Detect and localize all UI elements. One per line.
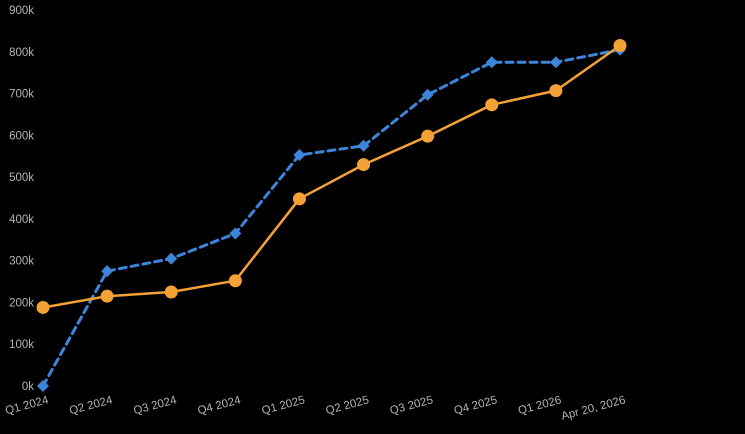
y-tick-label: 300k: [9, 256, 34, 268]
x-tick-label: Q2 2024: [68, 394, 114, 417]
data-point-series-2: [228, 274, 242, 288]
x-tick-label: Q4 2025: [453, 394, 499, 417]
x-tick-label: Q1 2024: [4, 394, 50, 417]
data-point-series-1: [421, 88, 434, 101]
x-tick-label: Apr 20, 2026: [560, 394, 627, 423]
y-tick-label: 200k: [9, 297, 34, 309]
data-point-series-1: [37, 380, 49, 392]
x-tick-label: Q2 2025: [325, 394, 371, 417]
data-point-series-2: [549, 84, 563, 98]
data-point-series-1: [357, 139, 370, 152]
y-tick-label: 100k: [9, 339, 34, 351]
data-point-series-2: [357, 158, 371, 172]
data-point-series-1: [485, 56, 498, 69]
data-point-series-2: [36, 300, 50, 314]
data-point-series-2: [164, 285, 178, 299]
y-tick-label: 600k: [9, 130, 34, 142]
data-point-series-2: [292, 192, 306, 206]
y-tick-label: 400k: [9, 214, 34, 226]
data-point-series-1: [165, 252, 178, 265]
x-tick-label: Q3 2025: [389, 394, 435, 417]
data-point-series-1: [549, 56, 562, 69]
data-point-series-2: [421, 129, 435, 143]
y-axis-tick-labels: 0k 100k 200k 300k 400k 500k 600k 700k 800k 900k: [9, 5, 34, 393]
y-tick-label: 800k: [9, 47, 34, 59]
y-tick-label: 900k: [9, 5, 34, 17]
y-tick-label: 500k: [9, 172, 34, 184]
series-line-2: [41, 44, 622, 309]
data-point-series-2: [485, 98, 499, 112]
x-axis-tick-labels: Q1 2024 Q2 2024 Q3 2024 Q4 2024 Q1 2025 Q2 20…: [4, 394, 627, 423]
series-markers: [36, 39, 627, 392]
x-tick-label: Q1 2025: [260, 394, 306, 417]
series-lines: [41, 44, 622, 388]
data-point-series-1: [229, 227, 242, 240]
x-tick-label: Q4 2024: [196, 394, 242, 417]
x-tick-label: Q1 2026: [517, 394, 563, 417]
y-tick-label: 700k: [9, 89, 34, 101]
y-tick-label: 0k: [22, 381, 34, 393]
data-point-series-1: [101, 265, 114, 278]
data-point-series-1: [293, 148, 306, 161]
data-point-series-2: [100, 289, 114, 303]
data-point-series-2: [613, 39, 627, 53]
x-tick-label: Q3 2024: [132, 394, 178, 417]
series-line-1: [41, 48, 622, 388]
